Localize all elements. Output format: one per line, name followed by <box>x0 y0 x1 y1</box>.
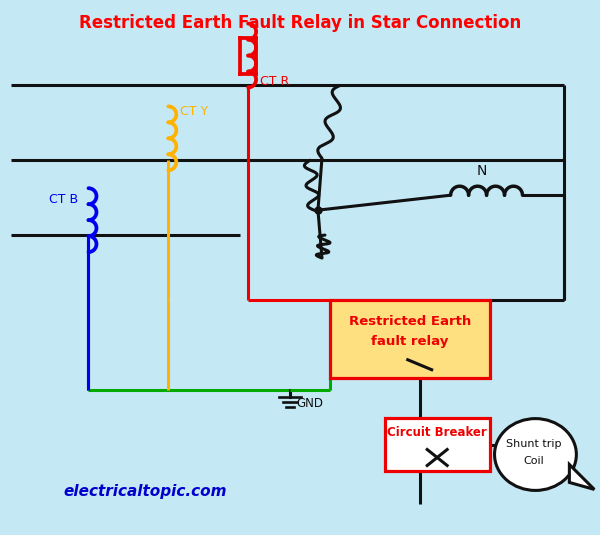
Text: Circuit Breaker: Circuit Breaker <box>388 426 487 439</box>
Text: electricaltopic.com: electricaltopic.com <box>64 484 227 499</box>
Text: Coil: Coil <box>523 456 544 467</box>
Text: fault relay: fault relay <box>371 335 448 348</box>
Text: CT B: CT B <box>49 193 78 206</box>
Polygon shape <box>569 464 595 490</box>
Ellipse shape <box>494 418 577 491</box>
Text: CT Y: CT Y <box>180 105 208 118</box>
FancyBboxPatch shape <box>385 418 490 471</box>
Text: Restricted Earth Fault Relay in Star Connection: Restricted Earth Fault Relay in Star Con… <box>79 13 521 32</box>
Text: Restricted Earth: Restricted Earth <box>349 315 471 328</box>
Text: CT R: CT R <box>260 75 289 88</box>
Text: GND: GND <box>296 396 323 410</box>
Text: N: N <box>476 164 487 178</box>
FancyBboxPatch shape <box>330 300 490 378</box>
Text: Shunt trip: Shunt trip <box>506 439 561 448</box>
